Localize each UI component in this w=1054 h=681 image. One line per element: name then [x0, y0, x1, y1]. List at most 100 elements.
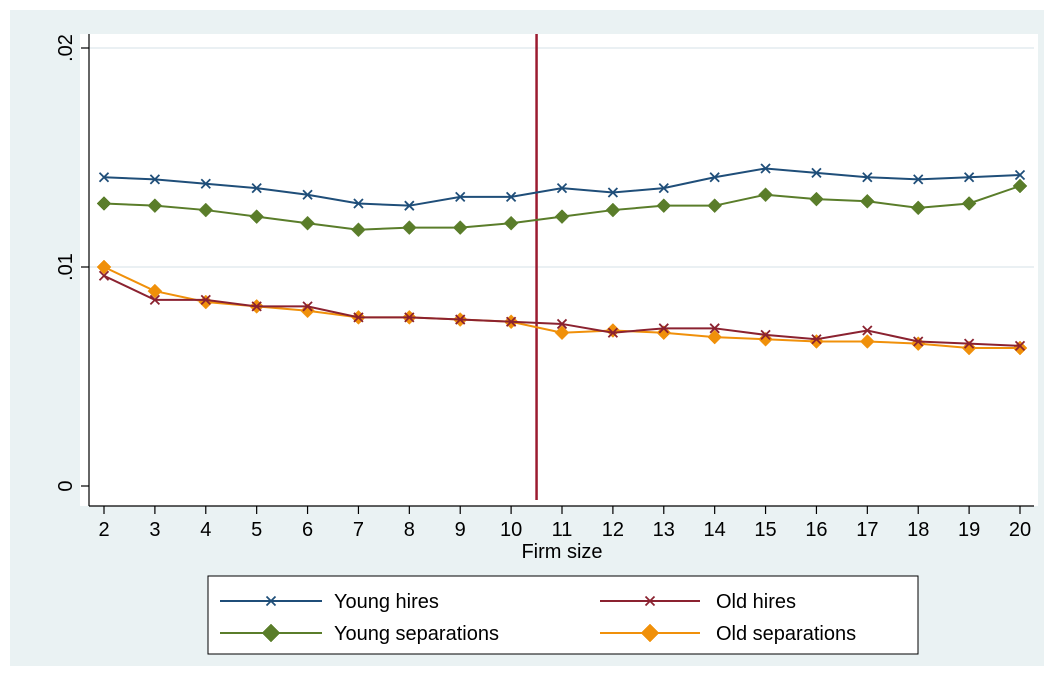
- x-marker: [200, 178, 211, 189]
- plot-region: [80, 34, 1038, 506]
- x-tick-label: 8: [404, 519, 415, 541]
- x-marker-stroke: [353, 198, 364, 209]
- x-marker-stroke: [200, 294, 211, 305]
- x-tick-label: 5: [251, 519, 262, 541]
- x-marker: [404, 312, 415, 323]
- legend-label: Young hires: [334, 591, 439, 613]
- x-marker-stroke: [98, 172, 110, 183]
- x-marker-stroke: [760, 329, 771, 341]
- diamond-marker: [452, 220, 468, 235]
- x-tick-label: 16: [805, 519, 827, 541]
- y-tick-label: .02: [55, 34, 77, 62]
- x-marker: [811, 334, 822, 345]
- x-marker-stroke: [251, 301, 262, 312]
- diamond-marker: [147, 198, 163, 214]
- x-marker: [658, 323, 669, 334]
- x-tick-label: 19: [958, 519, 980, 541]
- x-marker-stroke: [404, 312, 415, 323]
- x-marker: [149, 174, 161, 185]
- diamond-marker: [961, 196, 977, 211]
- x-marker: [913, 336, 924, 347]
- x-marker: [811, 167, 822, 178]
- x-marker-stroke: [1014, 169, 1026, 181]
- x-tick-label: 9: [455, 519, 466, 541]
- x-marker: [404, 200, 415, 211]
- x-tick-label: 17: [856, 519, 878, 541]
- series-old-hires: [98, 270, 1026, 351]
- x-marker: [265, 595, 277, 607]
- x-marker: [251, 183, 262, 194]
- y-ticks: 0 .01 .02: [55, 34, 89, 492]
- legend-item: Young hires: [220, 591, 439, 613]
- x-marker: [760, 163, 771, 174]
- x-marker: [353, 312, 364, 323]
- diamond-marker: [707, 329, 723, 345]
- x-marker-stroke: [811, 334, 822, 345]
- x-marker: [302, 301, 313, 312]
- x-marker-stroke: [963, 172, 975, 183]
- x-marker-stroke: [149, 294, 161, 305]
- x-marker: [913, 174, 924, 185]
- legend-item: Old hires: [600, 591, 796, 613]
- x-marker-stroke: [862, 172, 873, 183]
- x-marker-stroke: [149, 174, 161, 185]
- x-marker-stroke: [265, 595, 277, 607]
- x-marker: [353, 198, 364, 209]
- series-young-hires: [98, 163, 1026, 211]
- x-marker-stroke: [353, 312, 364, 323]
- x-marker-stroke: [455, 191, 466, 203]
- legend-box: [207, 575, 919, 655]
- legend-item: Old separations: [600, 623, 856, 645]
- y-tick-label: 0: [55, 480, 77, 491]
- y-tick-label: .01: [55, 253, 77, 281]
- x-marker: [963, 172, 975, 183]
- legend: Young hires Old hires Young separations Old…: [207, 575, 919, 655]
- diamond-marker: [351, 222, 366, 238]
- x-marker: [862, 172, 873, 183]
- diamond-marker: [910, 200, 926, 216]
- x-tick-label: 15: [754, 519, 776, 541]
- x-tick-label: 7: [353, 519, 364, 541]
- x-marker: [455, 314, 466, 325]
- x-ticks: 2 3 4 5 6 7 8 9 10 11 12 13 14 15 16 17 18 19 20: [98, 506, 1031, 541]
- x-tick-label: 3: [149, 519, 160, 541]
- x-marker: [251, 301, 262, 312]
- x-marker: [149, 294, 161, 305]
- diamond-marker: [554, 209, 570, 224]
- diamond-marker: [249, 209, 265, 224]
- x-tick-label: 13: [653, 519, 675, 541]
- x-marker-stroke: [556, 183, 568, 194]
- diamond-marker: [707, 198, 723, 214]
- x-marker-stroke: [709, 323, 720, 334]
- x-tick-label: 10: [500, 519, 522, 541]
- diamond-marker: [503, 215, 519, 231]
- legend-item: Young separations: [220, 623, 499, 645]
- x-marker-stroke: [607, 187, 619, 198]
- x-tick-label: 2: [98, 519, 109, 541]
- diamond-marker: [640, 623, 660, 643]
- legend-label: Young separations: [334, 623, 499, 645]
- x-marker: [963, 338, 975, 349]
- x-marker: [556, 183, 568, 194]
- x-marker-stroke: [811, 167, 822, 178]
- diamond-marker: [96, 196, 112, 211]
- x-marker: [709, 323, 720, 334]
- x-marker: [1014, 340, 1026, 351]
- x-marker-stroke: [1014, 340, 1026, 351]
- diamond-marker: [758, 187, 773, 203]
- x-marker-stroke: [913, 336, 924, 347]
- x-tick-label: 12: [602, 519, 624, 541]
- x-marker: [607, 187, 619, 198]
- x-marker: [760, 329, 771, 341]
- series-young-separations: [96, 178, 1028, 238]
- x-marker-stroke: [505, 316, 517, 327]
- x-axis-label: Firm size: [521, 541, 602, 563]
- x-marker-stroke: [658, 183, 669, 194]
- x-marker-stroke: [644, 595, 656, 607]
- x-marker: [505, 316, 517, 327]
- diamond-marker: [198, 202, 214, 218]
- x-marker: [709, 172, 720, 183]
- diamond-marker: [656, 198, 672, 214]
